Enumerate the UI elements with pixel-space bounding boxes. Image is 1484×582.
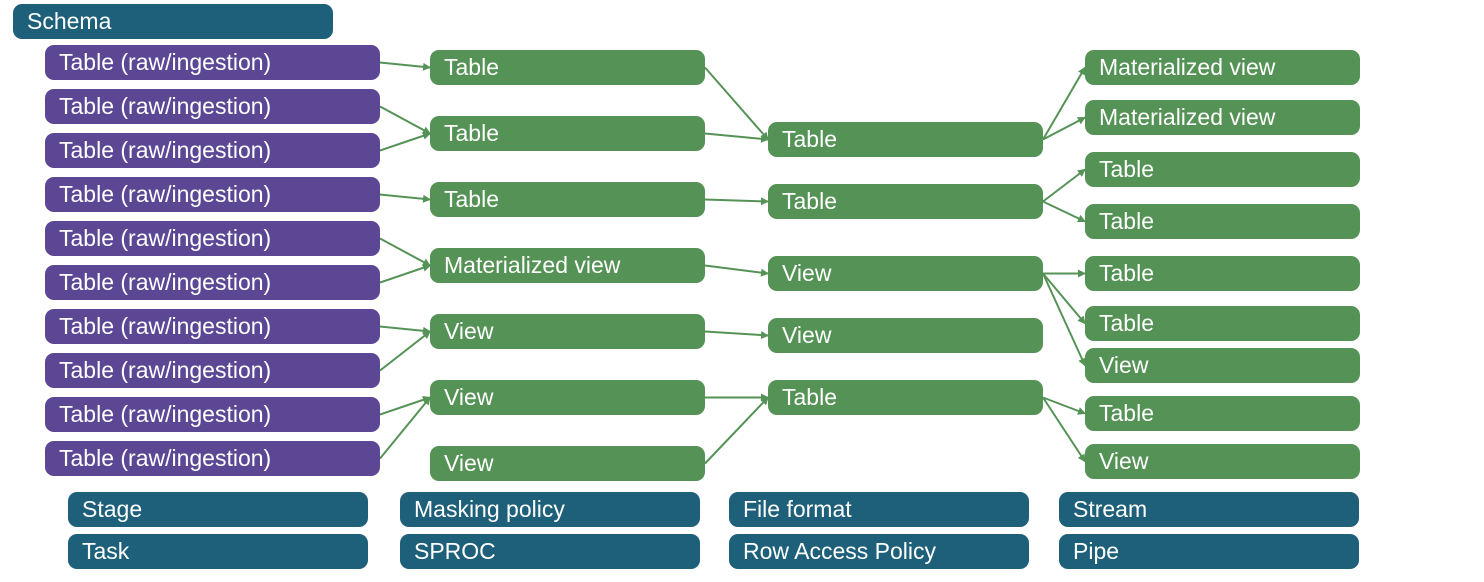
node-c4_4: Table <box>1085 204 1360 239</box>
node-c2_5: View <box>430 314 705 349</box>
node-raw7: Table (raw/ingestion) <box>45 309 380 344</box>
edge-c3_5-to-c4_8 <box>1043 398 1085 414</box>
edge-c2_3-to-c3_2 <box>705 200 768 202</box>
edge-c2_4-to-c3_3 <box>705 266 768 274</box>
edge-raw1-to-c2_1 <box>380 63 430 68</box>
node-stream: Stream <box>1059 492 1359 527</box>
node-raw1: Table (raw/ingestion) <box>45 45 380 80</box>
edge-c2_7-to-c3_5 <box>705 398 768 464</box>
node-raw5: Table (raw/ingestion) <box>45 221 380 256</box>
node-c3_5: Table <box>768 380 1043 415</box>
edge-c3_2-to-c4_4 <box>1043 202 1085 222</box>
node-maskpol: Masking policy <box>400 492 700 527</box>
edge-c3_3-to-c4_7 <box>1043 274 1085 366</box>
node-task: Task <box>68 534 368 569</box>
node-rowacc: Row Access Policy <box>729 534 1029 569</box>
edge-c3_1-to-c4_2 <box>1043 118 1085 140</box>
edge-raw3-to-c2_2 <box>380 134 430 151</box>
node-raw8: Table (raw/ingestion) <box>45 353 380 388</box>
node-raw3: Table (raw/ingestion) <box>45 133 380 168</box>
node-c4_9: View <box>1085 444 1360 479</box>
edge-c3_1-to-c4_1 <box>1043 68 1085 140</box>
edge-raw8-to-c2_5 <box>380 332 430 371</box>
edge-c3_3-to-c4_6 <box>1043 274 1085 324</box>
edge-raw7-to-c2_5 <box>380 327 430 332</box>
node-pipe: Pipe <box>1059 534 1359 569</box>
diagram-canvas: Schema Table (raw/ingestion) Table (raw/in… <box>0 0 1484 582</box>
node-raw2: Table (raw/ingestion) <box>45 89 380 124</box>
node-c4_7: View <box>1085 348 1360 383</box>
node-schema: Schema <box>13 4 333 39</box>
node-c4_3: Table <box>1085 152 1360 187</box>
node-raw10: Table (raw/ingestion) <box>45 441 380 476</box>
node-c2_1: Table <box>430 50 705 85</box>
node-c2_2: Table <box>430 116 705 151</box>
node-c2_4: Materialized view <box>430 248 705 283</box>
node-raw6: Table (raw/ingestion) <box>45 265 380 300</box>
edge-raw5-to-c2_4 <box>380 239 430 266</box>
edge-raw6-to-c2_4 <box>380 266 430 283</box>
edge-raw10-to-c2_6 <box>380 398 430 459</box>
edge-c2_2-to-c3_1 <box>705 134 768 140</box>
node-sproc: SPROC <box>400 534 700 569</box>
node-c4_6: Table <box>1085 306 1360 341</box>
node-c3_4: View <box>768 318 1043 353</box>
node-c3_3: View <box>768 256 1043 291</box>
node-c2_7: View <box>430 446 705 481</box>
node-c4_2: Materialized view <box>1085 100 1360 135</box>
edge-c3_5-to-c4_9 <box>1043 398 1085 462</box>
edge-raw2-to-c2_2 <box>380 107 430 134</box>
edge-c2_5-to-c3_4 <box>705 332 768 336</box>
edge-raw4-to-c2_3 <box>380 195 430 200</box>
edge-c3_2-to-c4_3 <box>1043 170 1085 202</box>
node-raw4: Table (raw/ingestion) <box>45 177 380 212</box>
node-stage: Stage <box>68 492 368 527</box>
node-c4_8: Table <box>1085 396 1360 431</box>
node-c2_3: Table <box>430 182 705 217</box>
edge-c2_1-to-c3_1 <box>705 68 768 140</box>
node-c4_1: Materialized view <box>1085 50 1360 85</box>
node-raw9: Table (raw/ingestion) <box>45 397 380 432</box>
node-c4_5: Table <box>1085 256 1360 291</box>
edge-raw9-to-c2_6 <box>380 398 430 415</box>
node-c3_2: Table <box>768 184 1043 219</box>
node-c3_1: Table <box>768 122 1043 157</box>
node-filefmt: File format <box>729 492 1029 527</box>
node-c2_6: View <box>430 380 705 415</box>
